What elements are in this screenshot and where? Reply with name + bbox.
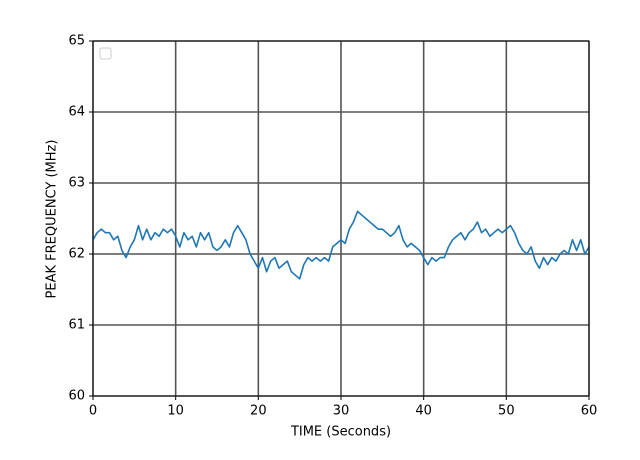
y-axis-label: PEAK FREQUENCY (MHz): [45, 140, 60, 299]
x-tick-label: 30: [333, 404, 350, 419]
y-tick-label: 65: [68, 34, 85, 49]
y-tick-label: 64: [68, 105, 85, 120]
plot-frame: [92, 40, 590, 397]
x-tick-label: 10: [167, 404, 184, 419]
y-tick-label: 62: [68, 247, 85, 262]
y-tick-label: 61: [68, 318, 85, 333]
legend-box: [99, 47, 112, 60]
x-tick-label: 50: [498, 404, 515, 419]
data-line: [92, 210, 590, 280]
x-tick-label: 60: [581, 404, 598, 419]
y-tick-label: 63: [68, 176, 85, 191]
x-tick-label: 40: [415, 404, 432, 419]
x-tick-label: 20: [250, 404, 267, 419]
x-axis-label: TIME (Seconds): [290, 425, 391, 440]
x-tick-label: 0: [89, 404, 97, 419]
y-tick-label: 60: [68, 389, 85, 404]
